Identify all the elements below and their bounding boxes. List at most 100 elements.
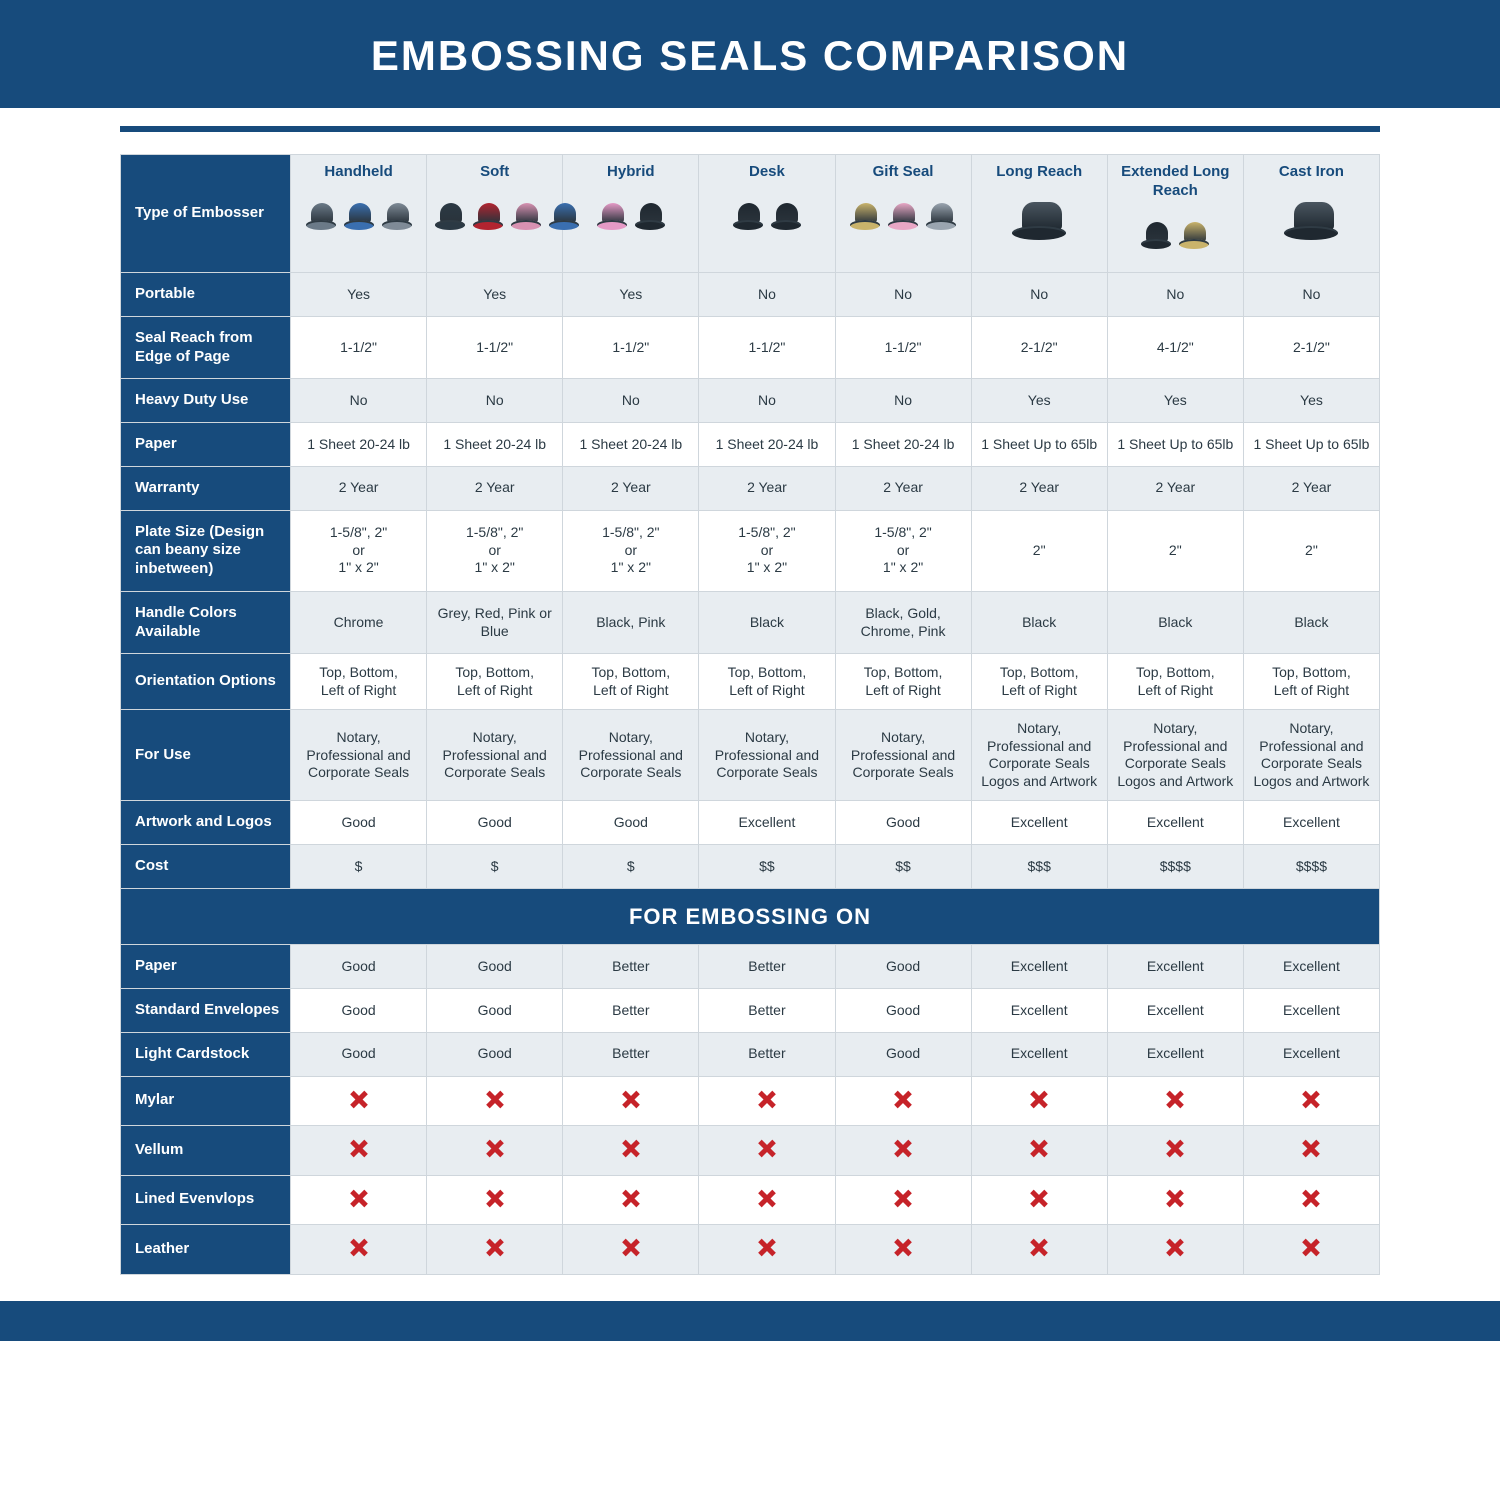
- cell-e_paper-hybrid: Better: [563, 945, 699, 989]
- x-mark-icon: [619, 1186, 643, 1210]
- cell-colors-handheld: Chrome: [291, 591, 427, 654]
- embosser-hybrid-icon: [593, 219, 669, 236]
- cell-portable-longreach: No: [971, 273, 1107, 317]
- table-row: Plate Size (Design can beany size inbetw…: [121, 510, 1380, 591]
- table-row: PaperGoodGoodBetterBetterGoodExcellentEx…: [121, 945, 1380, 989]
- row-label-plate: Plate Size (Design can beany size inbetw…: [121, 510, 291, 591]
- row-label-paper: Paper: [121, 423, 291, 467]
- table-row: Light CardstockGoodGoodBetterBetterGoodE…: [121, 1032, 1380, 1076]
- row-label-e_leather: Leather: [121, 1225, 291, 1275]
- cell-orient-desk: Top, Bottom,Left of Right: [699, 654, 835, 710]
- table-row: PortableYesYesYesNoNoNoNoNo: [121, 273, 1380, 317]
- row-label-e_mylar: Mylar: [121, 1076, 291, 1126]
- x-mark-icon: [483, 1087, 507, 1111]
- row-label-portable: Portable: [121, 273, 291, 317]
- cell-e_lined-longreach: [971, 1175, 1107, 1225]
- table-row: Artwork and LogosGoodGoodGoodExcellentGo…: [121, 801, 1380, 845]
- cell-e_card-handheld: Good: [291, 1032, 427, 1076]
- x-mark-icon: [1299, 1136, 1323, 1160]
- cell-portable-extlong: No: [1107, 273, 1243, 317]
- cell-art-castiron: Excellent: [1243, 801, 1379, 845]
- cell-e_env-handheld: Good: [291, 989, 427, 1033]
- x-mark-icon: [891, 1136, 915, 1160]
- title-divider: [120, 126, 1380, 132]
- cell-e_lined-extlong: [1107, 1175, 1243, 1225]
- cell-e_lined-hybrid: [563, 1175, 699, 1225]
- cell-orient-soft: Top, Bottom,Left of Right: [427, 654, 563, 710]
- cell-e_mylar-gift: [835, 1076, 971, 1126]
- cell-plate-castiron: 2": [1243, 510, 1379, 591]
- cell-e_vellum-gift: [835, 1126, 971, 1176]
- cell-heavy-extlong: Yes: [1107, 379, 1243, 423]
- cell-paper-soft: 1 Sheet 20-24 lb: [427, 423, 563, 467]
- column-header-label: Desk: [703, 163, 830, 182]
- cell-e_vellum-handheld: [291, 1126, 427, 1176]
- cell-e_mylar-soft: [427, 1076, 563, 1126]
- embosser-longreach-icon: [1004, 229, 1074, 246]
- cell-e_env-soft: Good: [427, 989, 563, 1033]
- column-header-hybrid: Hybrid: [563, 155, 699, 273]
- cell-foruse-longreach: Notary, Professional and Corporate Seals…: [971, 710, 1107, 801]
- cell-art-longreach: Excellent: [971, 801, 1107, 845]
- x-mark-icon: [347, 1235, 371, 1259]
- table-head: Type of Embosser HandheldSoftHybridDeskG…: [121, 155, 1380, 273]
- cell-orient-castiron: Top, Bottom,Left of Right: [1243, 654, 1379, 710]
- embosser-castiron-icon: [1276, 229, 1346, 246]
- table-row: Cost$$$$$$$$$$$$$$$$$$: [121, 845, 1380, 889]
- cell-reach-hybrid: 1-1/2": [563, 316, 699, 379]
- cell-heavy-desk: No: [699, 379, 835, 423]
- cell-colors-longreach: Black: [971, 591, 1107, 654]
- column-header-label: Extended Long Reach: [1112, 163, 1239, 201]
- x-mark-icon: [619, 1087, 643, 1111]
- x-mark-icon: [483, 1136, 507, 1160]
- cell-heavy-gift: No: [835, 379, 971, 423]
- x-mark-icon: [347, 1186, 371, 1210]
- table-row: Paper1 Sheet 20-24 lb1 Sheet 20-24 lb1 S…: [121, 423, 1380, 467]
- cell-cost-hybrid: $: [563, 845, 699, 889]
- x-mark-icon: [1027, 1235, 1051, 1259]
- cell-plate-gift: 1-5/8", 2"or1" x 2": [835, 510, 971, 591]
- cell-e_paper-soft: Good: [427, 945, 563, 989]
- table-row: For UseNotary, Professional and Corporat…: [121, 710, 1380, 801]
- cell-e_mylar-desk: [699, 1076, 835, 1126]
- cell-colors-soft: Grey, Red, Pink or Blue: [427, 591, 563, 654]
- cell-warranty-extlong: 2 Year: [1107, 466, 1243, 510]
- corner-cell: Type of Embosser: [121, 155, 291, 273]
- cell-e_env-hybrid: Better: [563, 989, 699, 1033]
- cell-heavy-hybrid: No: [563, 379, 699, 423]
- cell-e_lined-desk: [699, 1175, 835, 1225]
- cell-colors-hybrid: Black, Pink: [563, 591, 699, 654]
- cell-orient-handheld: Top, Bottom,Left of Right: [291, 654, 427, 710]
- cell-portable-hybrid: Yes: [563, 273, 699, 317]
- cell-orient-longreach: Top, Bottom,Left of Right: [971, 654, 1107, 710]
- comparison-table: Type of Embosser HandheldSoftHybridDeskG…: [120, 154, 1380, 1275]
- cell-e_leather-longreach: [971, 1225, 1107, 1275]
- cell-e_vellum-soft: [427, 1126, 563, 1176]
- cell-art-gift: Good: [835, 801, 971, 845]
- cell-art-handheld: Good: [291, 801, 427, 845]
- footer-bar: [0, 1301, 1500, 1341]
- cell-colors-gift: Black, Gold, Chrome, Pink: [835, 591, 971, 654]
- cell-colors-castiron: Black: [1243, 591, 1379, 654]
- cell-paper-gift: 1 Sheet 20-24 lb: [835, 423, 971, 467]
- cell-cost-handheld: $: [291, 845, 427, 889]
- cell-plate-soft: 1-5/8", 2"or1" x 2": [427, 510, 563, 591]
- cell-foruse-extlong: Notary, Professional and Corporate Seals…: [1107, 710, 1243, 801]
- comparison-table-wrap: Type of Embosser HandheldSoftHybridDeskG…: [0, 144, 1500, 1275]
- cell-e_lined-handheld: [291, 1175, 427, 1225]
- x-mark-icon: [347, 1087, 371, 1111]
- cell-foruse-soft: Notary, Professional and Corporate Seals: [427, 710, 563, 801]
- column-header-label: Hybrid: [567, 163, 694, 182]
- page-title: EMBOSSING SEALS COMPARISON: [0, 0, 1500, 108]
- cell-e_env-longreach: Excellent: [971, 989, 1107, 1033]
- cell-warranty-handheld: 2 Year: [291, 466, 427, 510]
- column-header-label: Soft: [431, 163, 558, 182]
- row-label-colors: Handle Colors Available: [121, 591, 291, 654]
- cell-warranty-soft: 2 Year: [427, 466, 563, 510]
- cell-e_mylar-extlong: [1107, 1076, 1243, 1126]
- x-mark-icon: [1163, 1136, 1187, 1160]
- cell-art-desk: Excellent: [699, 801, 835, 845]
- cell-plate-handheld: 1-5/8", 2"or1" x 2": [291, 510, 427, 591]
- cell-paper-hybrid: 1 Sheet 20-24 lb: [563, 423, 699, 467]
- x-mark-icon: [483, 1235, 507, 1259]
